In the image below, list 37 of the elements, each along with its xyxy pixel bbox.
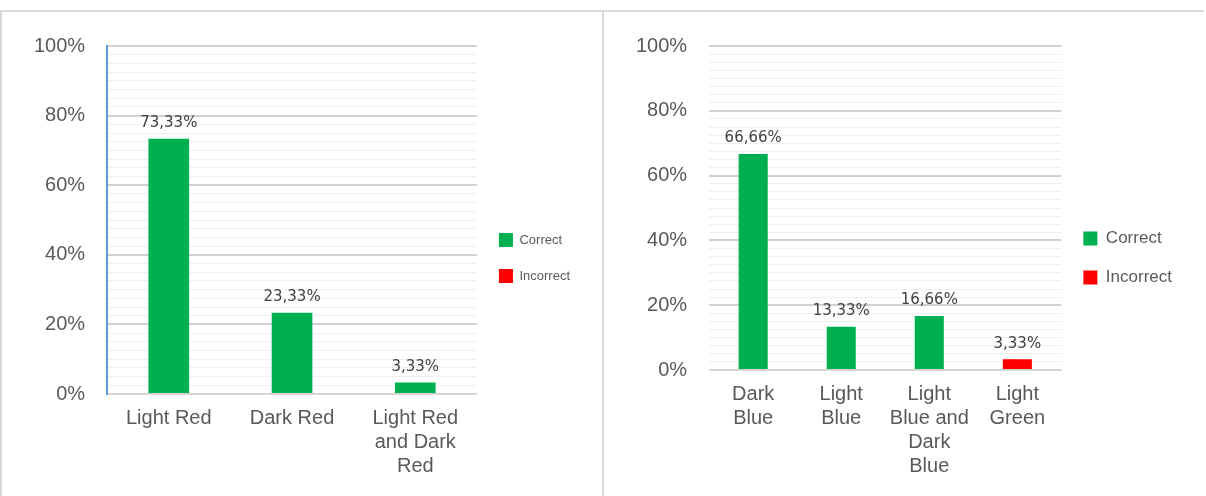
data-label: 66,66% [724, 128, 782, 147]
y-tick-label: 60% [45, 172, 86, 195]
x-tick-label: Dark Blue [732, 381, 776, 428]
bar [826, 326, 856, 369]
data-label: 73,33% [140, 113, 198, 132]
x-tick-label: Light Green [989, 381, 1046, 428]
bar [914, 316, 944, 369]
legend-label: Incorrect [1105, 267, 1173, 287]
data-label: 13,33% [812, 301, 870, 320]
bar [738, 154, 768, 369]
x-tick-label: Light Red and Dark Red [372, 405, 459, 476]
x-tick-label: Light Blue and Dark Blue [889, 381, 969, 476]
data-label: 3,33% [993, 333, 1042, 352]
y-tick-label: 80% [45, 103, 86, 126]
bar [271, 312, 313, 393]
y-tick-label: 40% [45, 242, 86, 265]
data-label: 3,33% [391, 356, 440, 375]
y-tick-label: 0% [56, 381, 86, 404]
y-tick-label: 20% [647, 292, 688, 315]
y-tick-label: 40% [647, 227, 688, 250]
bar [394, 382, 436, 393]
data-label: 16,66% [900, 290, 958, 309]
bar [148, 138, 190, 393]
legend-label: Correct [1105, 228, 1162, 248]
x-tick-label: Light Blue [819, 381, 864, 428]
x-tick-label: Dark Red [249, 405, 335, 428]
legend-label: Incorrect [519, 267, 571, 283]
y-tick-label: 20% [45, 311, 86, 334]
legend-label: Correct [519, 231, 563, 247]
y-tick-label: 80% [647, 98, 688, 121]
data-label: 23,33% [263, 287, 321, 306]
y-tick-label: 0% [658, 357, 688, 380]
bar [1002, 359, 1032, 369]
y-tick-label: 100% [636, 33, 688, 56]
y-tick-label: 100% [34, 33, 86, 56]
y-tick-label: 60% [647, 163, 688, 186]
x-tick-label: Light Red [125, 405, 212, 428]
